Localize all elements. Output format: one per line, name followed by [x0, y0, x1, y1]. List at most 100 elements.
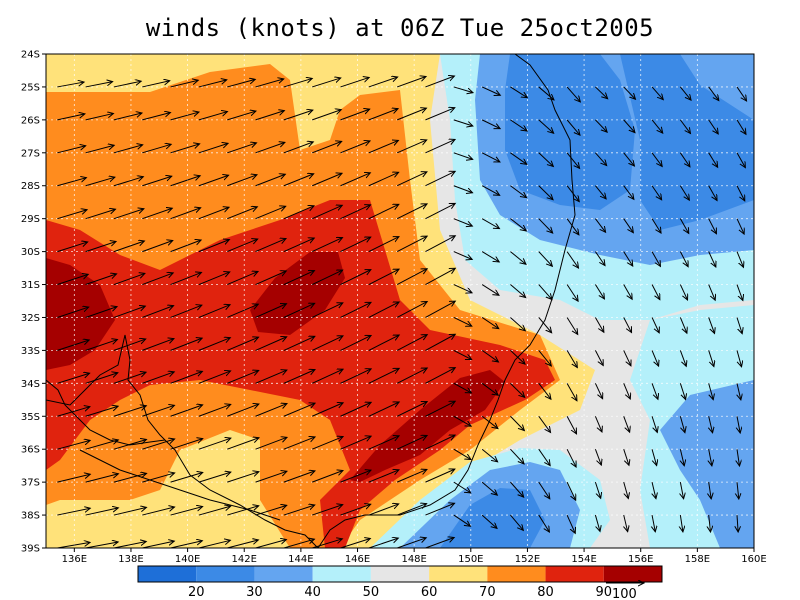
wind-vector: [57, 146, 85, 154]
wind-vector: [566, 119, 580, 135]
wind-vector: [736, 350, 742, 366]
wind-vector: [283, 370, 315, 384]
wind-vector: [396, 204, 427, 220]
wind-vector: [425, 301, 455, 318]
wind-vector: [736, 119, 746, 134]
band-over-100-south: [350, 370, 505, 482]
y-tick-label: 36S: [21, 445, 40, 456]
wind-vector: [170, 144, 200, 154]
wind-vector: [57, 474, 90, 483]
wind-vector: [680, 482, 683, 499]
wind-vector: [594, 251, 605, 266]
wind-vector: [453, 317, 472, 326]
wind-vector: [566, 514, 575, 533]
wind-vector: [396, 172, 427, 187]
wind-vector: [170, 371, 203, 384]
wind-vector: [425, 139, 455, 154]
plot-frame: [45, 53, 755, 549]
wind-vector: [679, 251, 688, 267]
wind-vector: [425, 469, 454, 483]
wind-vector: [396, 368, 427, 384]
latitude-axis: 24S 25S 26S 27S 28S 29S 30S 31S 32S 33S 34S 35S 36S 3…: [21, 50, 46, 555]
wind-vector: [340, 538, 371, 548]
wind-vector: [623, 284, 632, 300]
wind-vector: [396, 402, 427, 417]
colorbar: 20 30 40 50 60 70 80 90: [137, 565, 663, 600]
wind-vector: [510, 350, 525, 364]
wind-vector: [255, 437, 287, 450]
wind-vector: [113, 339, 146, 351]
wind-vector: [679, 86, 691, 100]
wind-vector: [255, 540, 287, 548]
wind-vector: [736, 317, 742, 333]
wind-vector: [623, 119, 635, 133]
wind-vector: [227, 304, 258, 318]
wind-vector: [113, 145, 143, 154]
wind-vector: [481, 514, 497, 528]
wind-vector: [425, 268, 455, 285]
wind-vector: [85, 440, 119, 450]
colorbar-label: 20: [188, 585, 205, 600]
wind-vector: [227, 271, 258, 285]
wind-vector: [510, 119, 527, 131]
wind-vector: [57, 274, 88, 286]
colorbar-label: 30: [246, 585, 263, 600]
wind-vector: [708, 383, 714, 399]
wind-vector: [227, 540, 258, 548]
wind-vector: [85, 307, 117, 318]
wind-vector: [255, 505, 287, 516]
wind-vector: [623, 416, 630, 432]
wind-vector: [737, 416, 740, 433]
wind-vector: [538, 218, 553, 233]
wind-vector: [481, 448, 497, 462]
wind-vector: [709, 482, 712, 499]
wind-vector: [538, 415, 551, 432]
wind-vector: [680, 514, 683, 532]
wind-vector: [737, 515, 738, 532]
wind-vector: [113, 81, 141, 88]
wind-vector: [227, 175, 257, 187]
y-tick-label: 28S: [21, 181, 40, 192]
wind-vector: [227, 472, 259, 483]
wind-vector: [283, 539, 315, 548]
wind-vector: [736, 185, 745, 201]
wind-vector: [170, 112, 199, 121]
wind-vector: [623, 251, 633, 266]
wind-vector: [57, 440, 90, 450]
y-tick-label: 26S: [21, 115, 40, 126]
wind-vector: [595, 218, 605, 233]
wind-vector: [510, 448, 524, 464]
wind-speed-field: [46, 54, 754, 548]
wind-vector: [368, 335, 399, 351]
wind-vector: [510, 481, 523, 497]
wind-vector: [340, 335, 372, 351]
wind-vector: [85, 274, 117, 286]
wind-vector: [737, 482, 739, 499]
wind-vector: [679, 350, 686, 366]
y-tick-label: 32S: [21, 313, 40, 324]
wind-vector: [651, 383, 658, 399]
wind-vector: [170, 507, 203, 516]
wind-vector: [510, 86, 527, 98]
wind-vector: [283, 303, 315, 318]
wind-vector: [566, 218, 579, 235]
wind-vector: [255, 271, 287, 285]
wind-vector: [623, 350, 631, 365]
wind-vector: [623, 185, 634, 200]
wind-vector: [113, 273, 145, 286]
wind-vector: [679, 119, 690, 134]
wind-vector: [198, 112, 228, 121]
wind-vector: [113, 177, 143, 187]
wind-vector: [368, 109, 398, 121]
wind-vector: [538, 152, 554, 167]
x-tick-label: 138E: [118, 554, 143, 565]
wind-vector: [368, 172, 399, 187]
wind-vector: [340, 504, 371, 516]
wind-vector: [312, 471, 343, 483]
wind-vector: [255, 142, 285, 154]
wind-vector: [453, 481, 471, 493]
wind-vector: [283, 471, 315, 483]
wind-vector: [566, 185, 579, 202]
wind-vector: [594, 350, 603, 365]
